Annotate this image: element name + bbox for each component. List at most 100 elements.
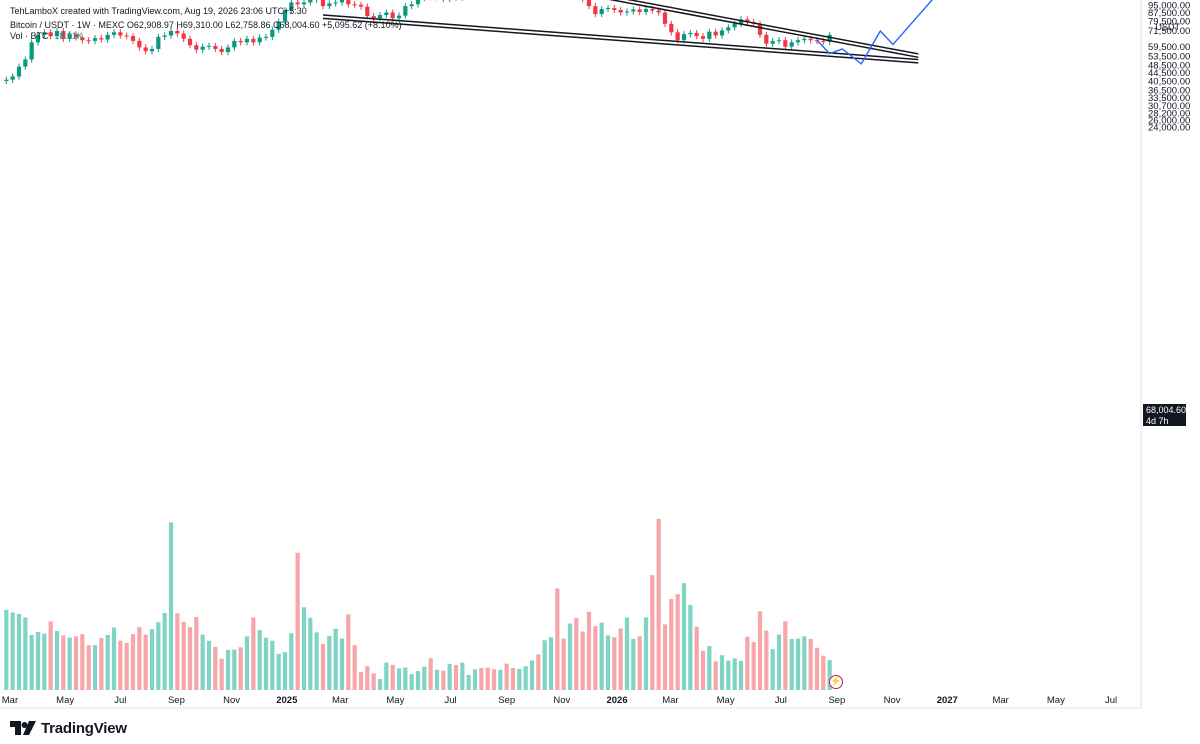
candle-body	[54, 31, 60, 37]
candle-body	[377, 15, 383, 19]
volume-bar	[491, 669, 497, 690]
volume-bar	[73, 636, 79, 690]
volume-label: Vol · BTC	[10, 31, 49, 41]
candle-body	[688, 32, 693, 35]
volume-bar	[460, 662, 465, 690]
candle	[48, 29, 53, 40]
volume-bar	[504, 663, 509, 690]
candle	[688, 29, 693, 38]
candle-body	[200, 46, 205, 50]
candle-body	[111, 32, 117, 35]
volume-bar	[472, 669, 478, 690]
candle-body	[409, 4, 414, 7]
candle-body	[694, 32, 699, 37]
candle-body	[181, 33, 186, 39]
candle-body	[251, 38, 256, 43]
candle	[316, 0, 318, 3]
time-tick-label: May	[56, 695, 74, 706]
volume-bar	[118, 640, 123, 690]
candle	[802, 35, 807, 44]
price-tick-label: 24,000.00	[1148, 123, 1190, 134]
candle-body	[257, 37, 262, 43]
volume-bar	[453, 664, 459, 690]
volume-bar	[35, 631, 41, 690]
volume-bar	[29, 635, 34, 690]
candle-body	[339, 0, 345, 3]
candle	[175, 27, 180, 37]
candle	[270, 26, 275, 40]
volume-bar	[631, 638, 636, 690]
volume-bar	[580, 631, 585, 690]
volume-bar	[270, 640, 275, 690]
candle-body	[124, 35, 129, 37]
volume-bar	[764, 630, 769, 690]
candle-body	[206, 45, 212, 47]
candle-body	[16, 66, 22, 77]
candle-body	[808, 38, 813, 41]
volume-bar	[694, 626, 699, 690]
chart-author-line: TehLamboX created with TradingView.com, …	[10, 6, 307, 16]
candle-body	[802, 38, 807, 41]
volume-value: 18.91K	[54, 31, 84, 41]
volume-bar	[175, 613, 180, 690]
volume-bar	[542, 640, 547, 690]
volume-bar	[105, 635, 110, 690]
candle	[442, 0, 444, 3]
volume-bar	[225, 649, 231, 690]
candle-body	[295, 2, 300, 5]
candle	[403, 3, 408, 19]
price-tick-label: 71,500.00	[1148, 26, 1190, 37]
time-tick-label: Nov	[884, 695, 901, 706]
volume-bar	[814, 647, 820, 690]
volume-bar	[529, 660, 535, 690]
candle	[371, 13, 376, 22]
candle	[618, 6, 623, 16]
candle-body	[346, 0, 351, 5]
candle	[130, 33, 136, 45]
volume-bar	[162, 613, 167, 690]
volume-bar	[156, 622, 161, 690]
time-tick-label: 2025	[276, 695, 298, 706]
chart-symbol-line: Bitcoin / USDT · 1W · MEXC O62,908.97 H6…	[10, 20, 402, 30]
candle-body	[73, 34, 79, 38]
candle	[327, 0, 332, 10]
candle	[352, 1, 357, 8]
lower-trendline-line-b	[322, 17, 919, 64]
volume-bar	[339, 638, 345, 690]
volume-bar	[789, 638, 794, 690]
time-tick-label: 2027	[937, 695, 958, 706]
candle	[599, 5, 604, 18]
candle-body	[61, 31, 66, 39]
current-price-value: 68,004.60	[1146, 405, 1187, 415]
price-tick-label: 36,500.00	[1148, 85, 1190, 96]
price-tick-label: 33,500.00	[1148, 93, 1190, 104]
volume-bar	[232, 649, 237, 690]
volume-bar	[308, 617, 313, 690]
time-tick-label: Sep	[498, 695, 515, 706]
candle	[423, 0, 425, 2]
volume-bar	[403, 667, 408, 690]
lightning-alert-icon[interactable]: ⚡	[829, 675, 843, 689]
time-tick-label: Mar	[662, 695, 678, 706]
volume-bar	[48, 621, 53, 690]
candle-body	[333, 2, 338, 4]
volume-bar	[662, 624, 668, 690]
candle-body	[789, 42, 794, 47]
candle-body	[384, 12, 389, 16]
candle	[187, 35, 193, 49]
candle	[124, 32, 129, 40]
volume-bar	[61, 635, 66, 690]
volume-bar	[643, 617, 649, 690]
candle-body	[415, 0, 421, 5]
candle-body	[719, 30, 725, 36]
candle-body	[681, 34, 687, 41]
price-axis-ticks: 280,000.00250,000.00230,000.00210,000.00…	[1148, 0, 1196, 134]
volume-bar	[384, 662, 389, 690]
candle	[605, 5, 611, 13]
volume-bar	[206, 640, 212, 690]
volume-bar	[10, 612, 15, 690]
price-tick-label: 59,500.00	[1148, 42, 1190, 53]
volume-bar	[314, 632, 319, 690]
candle	[23, 56, 28, 70]
